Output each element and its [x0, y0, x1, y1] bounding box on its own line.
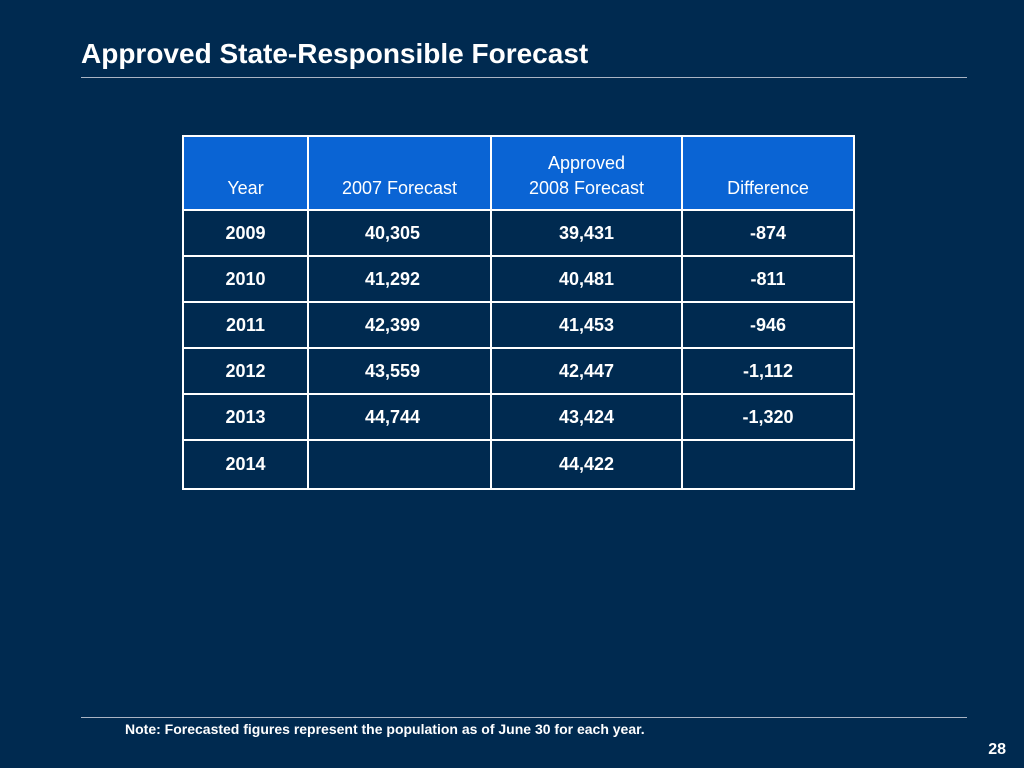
cell-2007-forecast: 44,744 — [307, 393, 492, 441]
table-row: 2014 44,422 — [182, 439, 855, 490]
cell-approved-2008-forecast: 39,431 — [490, 209, 683, 257]
cell-difference: -874 — [681, 209, 855, 257]
footer-divider — [81, 717, 967, 718]
cell-2007-forecast: 43,559 — [307, 347, 492, 395]
page-number: 28 — [988, 741, 1006, 758]
cell-difference — [681, 439, 855, 490]
cell-difference: -1,320 — [681, 393, 855, 441]
table-row: 2013 44,744 43,424 -1,320 — [182, 393, 855, 441]
cell-year: 2014 — [182, 439, 309, 490]
table-row: 2009 40,305 39,431 -874 — [182, 209, 855, 257]
cell-year: 2009 — [182, 209, 309, 257]
cell-2007-forecast: 42,399 — [307, 301, 492, 349]
cell-difference: -946 — [681, 301, 855, 349]
footnote: Note: Forecasted figures represent the p… — [125, 721, 645, 737]
cell-2007-forecast: 41,292 — [307, 255, 492, 303]
cell-year: 2013 — [182, 393, 309, 441]
header-year-label: Year — [227, 178, 264, 198]
title-divider — [81, 77, 967, 78]
table-body: 2009 40,305 39,431 -874 2010 41,292 40,4… — [182, 209, 855, 490]
header-approved-line2: 2008 Forecast — [528, 178, 645, 198]
cell-difference: -1,112 — [681, 347, 855, 395]
table-row: 2011 42,399 41,453 -946 — [182, 301, 855, 349]
header-2007-forecast: 2007 Forecast — [307, 135, 492, 211]
cell-year: 2012 — [182, 347, 309, 395]
cell-approved-2008-forecast: 43,424 — [490, 393, 683, 441]
table-row: 2010 41,292 40,481 -811 — [182, 255, 855, 303]
cell-approved-2008-forecast: 44,422 — [490, 439, 683, 490]
cell-difference: -811 — [681, 255, 855, 303]
header-difference-label: Difference — [727, 178, 809, 198]
cell-2007-forecast — [307, 439, 492, 490]
cell-approved-2008-forecast: 41,453 — [490, 301, 683, 349]
header-2007-forecast-label: 2007 Forecast — [341, 178, 458, 198]
cell-2007-forecast: 40,305 — [307, 209, 492, 257]
forecast-table: Year 2007 Forecast Approved 2008 Forecas… — [182, 135, 855, 490]
slide-title: Approved State-Responsible Forecast — [81, 38, 589, 69]
header-approved-line1: Approved — [547, 153, 626, 173]
header-year: Year — [182, 135, 309, 211]
table-header: Year 2007 Forecast Approved 2008 Forecas… — [182, 135, 855, 211]
header-row: Year 2007 Forecast Approved 2008 Forecas… — [182, 135, 855, 211]
cell-approved-2008-forecast: 42,447 — [490, 347, 683, 395]
header-difference: Difference — [681, 135, 855, 211]
cell-approved-2008-forecast: 40,481 — [490, 255, 683, 303]
cell-year: 2010 — [182, 255, 309, 303]
cell-year: 2011 — [182, 301, 309, 349]
header-approved-2008-forecast: Approved 2008 Forecast — [490, 135, 683, 211]
table-row: 2012 43,559 42,447 -1,112 — [182, 347, 855, 395]
